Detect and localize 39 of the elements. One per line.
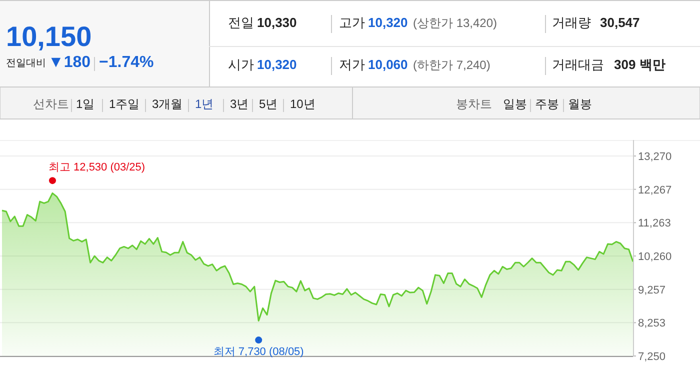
text: 5년 [259, 97, 278, 111]
text: 고가 [339, 15, 365, 30]
annotation: 최저 7,730 (08/05) [213, 346, 304, 358]
text: (하한가 7,240) [413, 58, 490, 72]
text: 1일 [76, 97, 95, 111]
y-tick-label: 12,267 [638, 184, 672, 196]
y-tick-label: 8,253 [638, 318, 666, 330]
text: 309 백만 [614, 57, 666, 72]
text: ▼180 [48, 54, 91, 71]
text: 10년 [290, 97, 316, 111]
y-tick-label: 10,260 [638, 251, 672, 263]
text: 거래량 [552, 15, 591, 30]
text: 일봉 [503, 97, 527, 111]
text: 월봉 [568, 97, 592, 111]
text: 10,320 [257, 57, 297, 72]
text: 거래대금 [552, 57, 604, 72]
text: 10,320 [368, 15, 408, 30]
text: 10,150 [6, 21, 92, 52]
text: 전일 [228, 15, 254, 30]
text: −1.74% [99, 54, 154, 71]
text: (상한가 13,420) [413, 16, 498, 30]
y-tick-label: 13,270 [638, 151, 672, 163]
y-tick-label: 11,263 [638, 218, 671, 230]
text: 10,330 [257, 15, 297, 30]
annotation: 최고 12,530 (03/25) [48, 162, 146, 174]
y-tick-label: 7,250 [638, 351, 666, 363]
text: 저가 [339, 57, 365, 72]
text: 주봉 [535, 97, 559, 111]
text: 전일대비 [6, 58, 46, 69]
text: 시가 [228, 57, 254, 72]
text: 선차트 [33, 97, 69, 111]
text: 봉차트 [456, 97, 492, 111]
text: 3개월 [152, 97, 183, 111]
text: 10,060 [368, 57, 408, 72]
text: 3년 [230, 97, 249, 111]
text: 30,547 [600, 15, 640, 30]
y-tick-label: 9,257 [638, 284, 666, 296]
text: 1년 [195, 97, 214, 111]
text: 1주일 [109, 97, 140, 111]
